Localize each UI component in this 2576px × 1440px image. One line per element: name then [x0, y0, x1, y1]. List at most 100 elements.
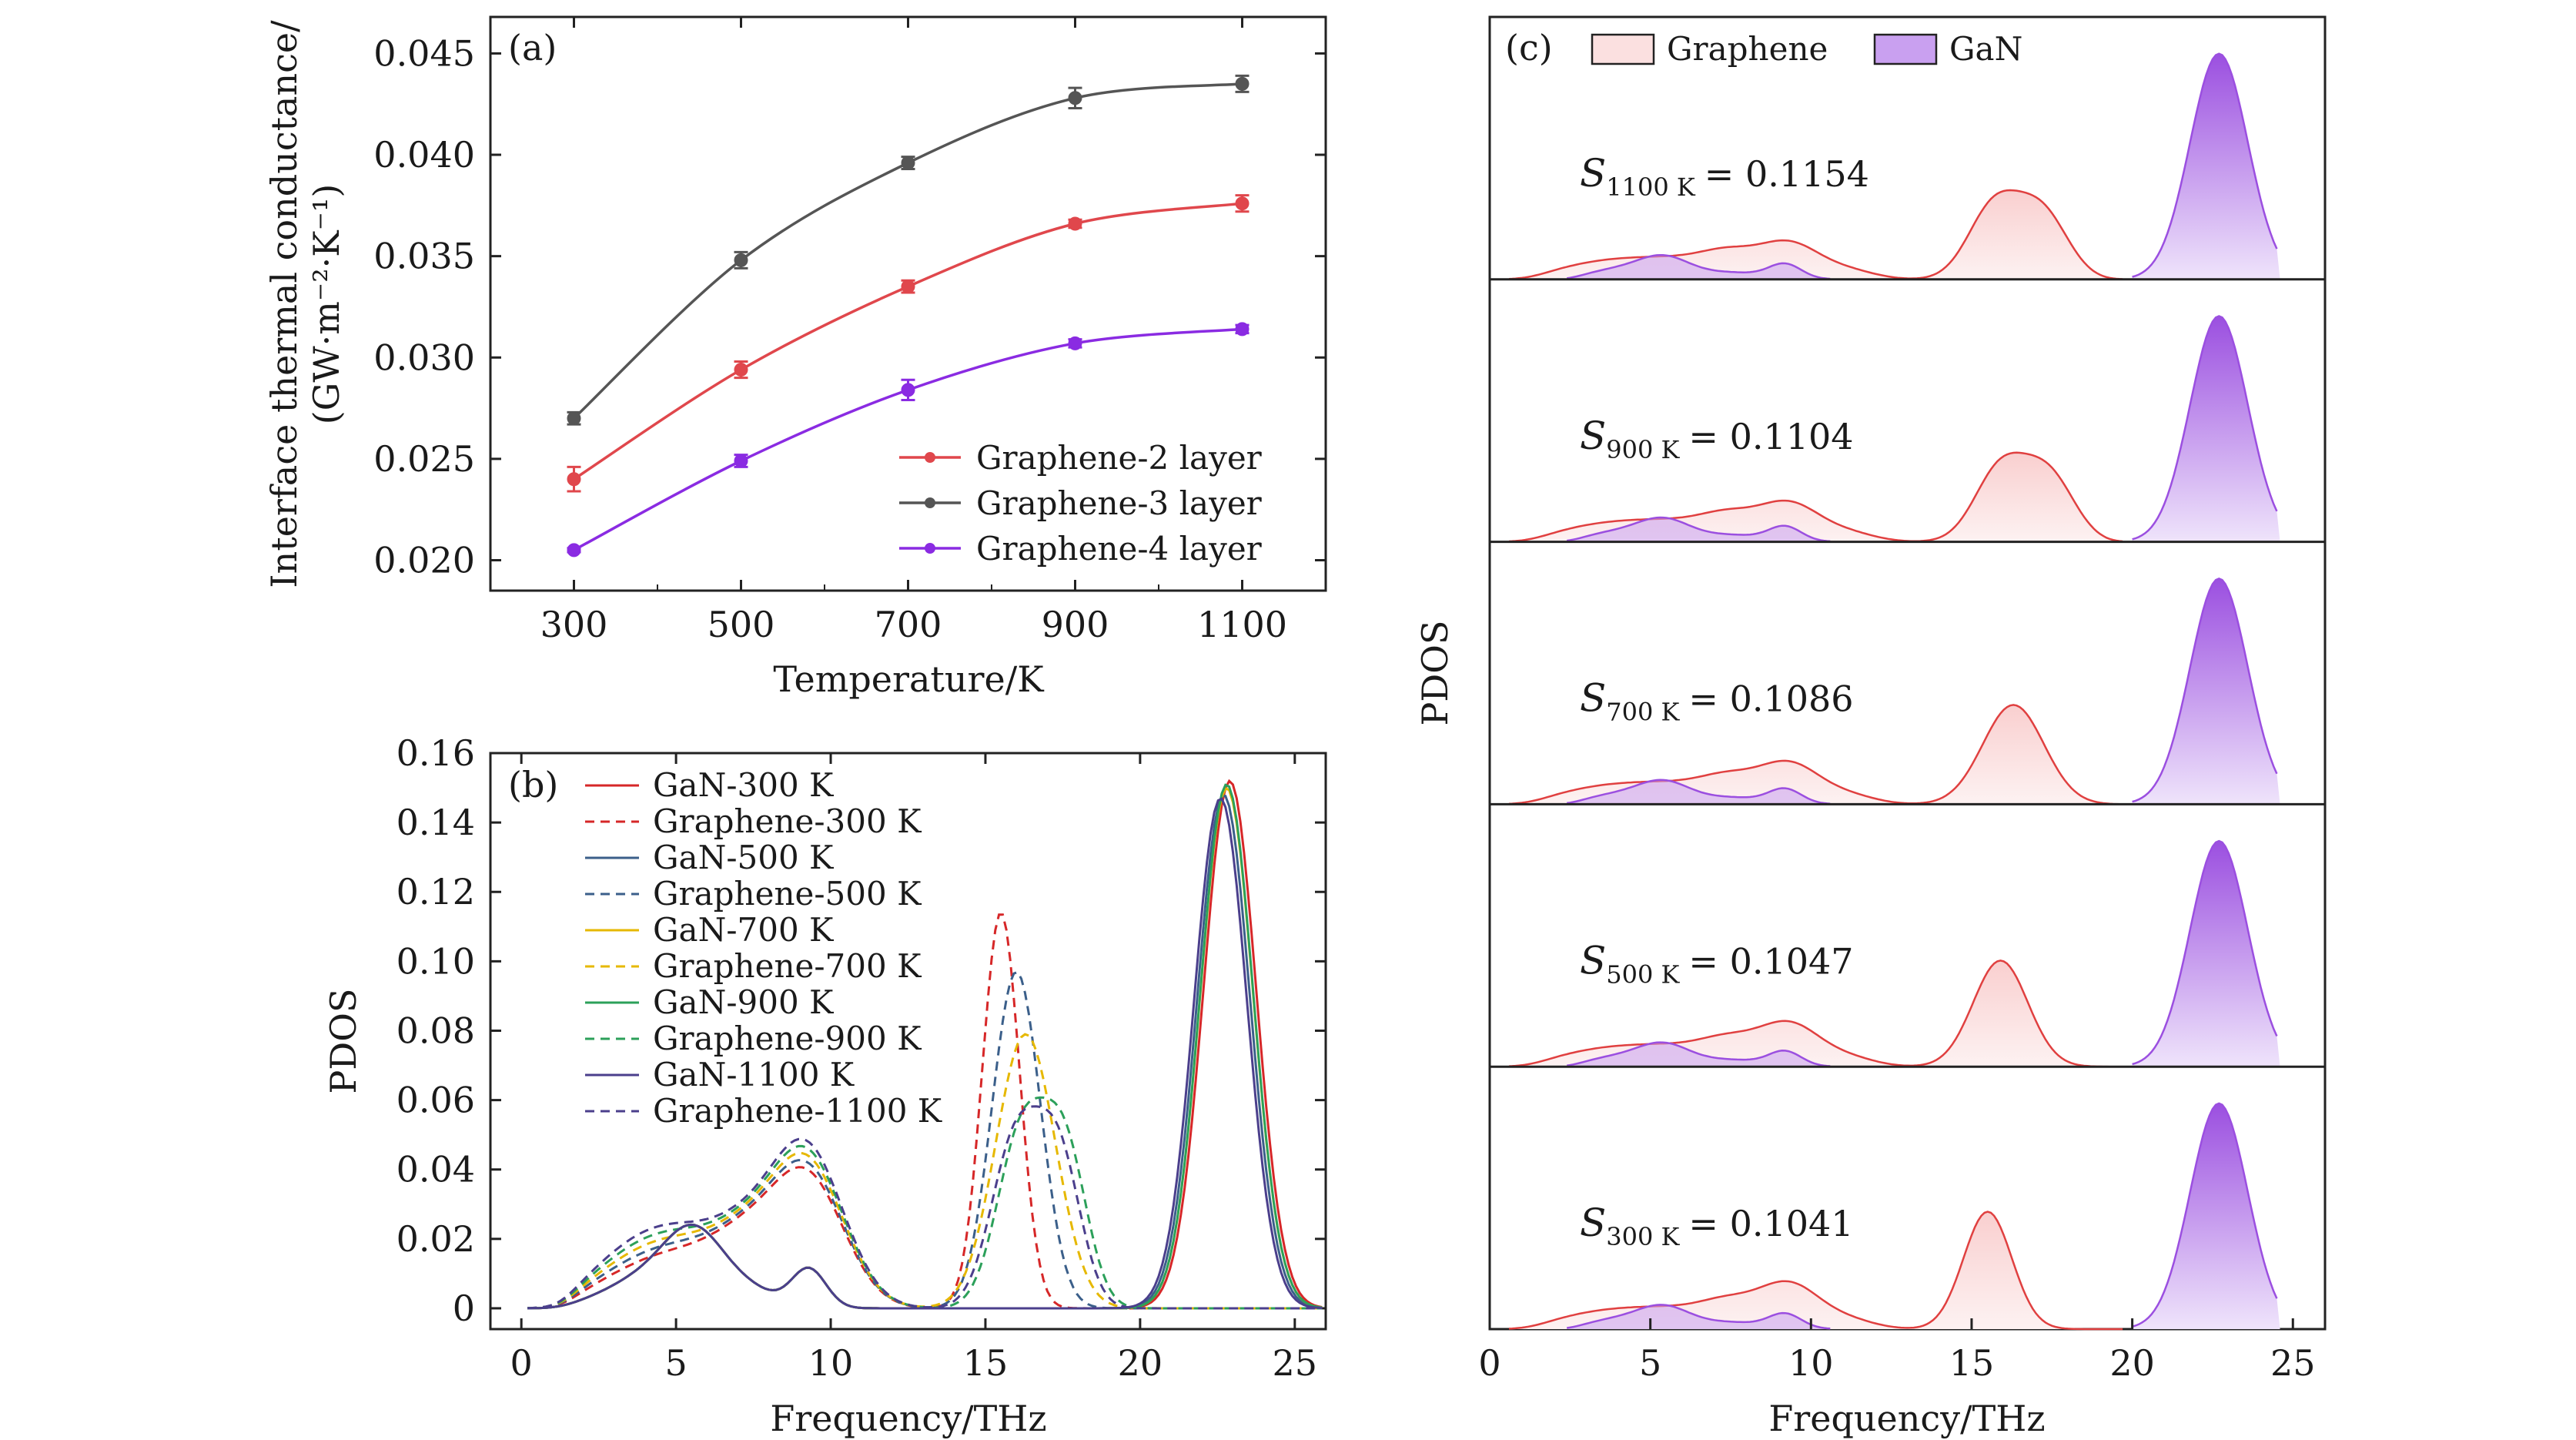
panel-b-ytick-label: 0.12	[396, 871, 475, 913]
panel-c-s-subscript: 900 K	[1606, 435, 1680, 464]
panel-a-point	[901, 156, 915, 170]
panel-b-legend-label: GaN-700 K	[653, 911, 835, 949]
panel-c-s-value: S700 K = 0.1086	[1580, 676, 1854, 727]
panel-a-point	[734, 454, 748, 468]
panel-c-xtick-label: 10	[1788, 1342, 1834, 1384]
panel-c-s-subscript: 500 K	[1606, 959, 1680, 989]
panel-b-label: (b)	[508, 764, 558, 805]
panel-c-gan-curve-high	[2132, 52, 2278, 278]
panel-a-ytick-label: 0.035	[373, 236, 475, 277]
panel-a-point	[901, 280, 915, 294]
panel-c-graphene-fill	[1509, 190, 2126, 280]
panel-a-point	[901, 383, 915, 397]
panel-a-ytick-label: 0.040	[373, 134, 475, 176]
panel-a-legend-marker	[925, 452, 935, 463]
panel-c-gan-curve-high	[2132, 315, 2278, 541]
panel-c-graphene-fill	[1509, 1211, 2126, 1329]
panel-c-s-symbol: S	[1580, 938, 1606, 983]
panel-b-xtick-label: 5	[664, 1342, 687, 1384]
panel-c-graphene-fill	[1509, 705, 2126, 805]
panel-a-point	[734, 363, 748, 377]
panel-a-series-line	[573, 202, 1243, 481]
panel-b-xtick-label: 0	[510, 1342, 533, 1384]
panel-b-ytick-label: 0.16	[396, 732, 475, 774]
panel-c-graphene-fill	[1509, 452, 2126, 542]
panel-a-legend-label: Graphene-2 layer	[976, 439, 1263, 477]
panel-c-s-symbol: S	[1580, 676, 1606, 721]
panel-b-xtick-label: 20	[1118, 1342, 1163, 1384]
panel-b-legend-label: Graphene-1100 K	[653, 1092, 943, 1130]
panel-c-gan-fill-high	[2132, 841, 2280, 1067]
panel-a-point	[567, 543, 581, 558]
panel-a-label: (a)	[508, 27, 557, 69]
panel-a-point	[1235, 196, 1250, 211]
panel-c-graphene-curve	[1508, 451, 2123, 543]
panel-a-ytick-label: 0.030	[373, 337, 475, 378]
panel-c-xtick-label: 25	[2270, 1342, 2316, 1384]
panel-b-ytick-label: 0.06	[396, 1080, 475, 1121]
panel-b-xtick-label: 25	[1273, 1342, 1318, 1384]
panel-a-legend-label: Graphene-3 layer	[976, 484, 1263, 522]
panel-b-legend-label: GaN-1100 K	[653, 1056, 855, 1093]
panel-c-graphene-curve	[1508, 1211, 2123, 1331]
panel-c-xlabel: Frequency/THz	[1768, 1398, 2045, 1439]
panel-c-gan-curve-high	[2132, 1102, 2278, 1328]
panel-c-gan-fill-high	[2132, 1103, 2280, 1329]
panel-b-xtick-label: 10	[808, 1342, 854, 1384]
panel-b-ytick-label: 0.04	[396, 1149, 475, 1191]
panel-a-ytick-label: 0.045	[373, 32, 475, 74]
panel-b-ytick-label: 0	[453, 1288, 475, 1329]
panel-c-s-number: = 0.1086	[1688, 678, 1853, 720]
panel-c-s-value: S500 K = 0.1047	[1580, 938, 1854, 989]
panel-c-s-value: S1100 K = 0.1154	[1580, 151, 1869, 202]
panel-c-legend-label-gan: GaN	[1949, 30, 2022, 68]
panel-c-graphene-fill	[1509, 960, 2126, 1067]
panel-a-point	[567, 472, 581, 487]
panel-b-ytick-label: 0.02	[396, 1218, 475, 1260]
panel-a-point	[567, 411, 581, 426]
panel-c-s-number: = 0.1047	[1688, 940, 1853, 982]
panel-b-legend-label: GaN-900 K	[653, 983, 835, 1021]
panel-b-legend-label: GaN-500 K	[653, 839, 835, 876]
panel-c-s-value: S900 K = 0.1104	[1580, 414, 1854, 464]
panel-c-xtick-label: 5	[1639, 1342, 1661, 1384]
panel-c-gan-curve-low	[1567, 779, 1831, 805]
panel-a-legend-marker	[925, 497, 935, 508]
panel-c-xtick-label: 15	[1949, 1342, 1995, 1384]
panel-c-gan-curve-high	[2132, 839, 2278, 1066]
panel-b-ticks: 0 5 10 15 20 25 0 0.02 0.04 0.06 0.08 0.10 0.12 0.14 0…	[396, 732, 1326, 1384]
panel-a-ylabel-line1: Interface thermal conductance/	[263, 20, 305, 588]
panel-a-xtick-label: 900	[1042, 604, 1109, 645]
panel-c-s-symbol: S	[1580, 1201, 1606, 1245]
panel-c-s-number: = 0.1041	[1688, 1203, 1853, 1244]
panel-b-legend-label: GaN-300 K	[653, 766, 835, 804]
panel-c-s-subscript: 300 K	[1606, 1222, 1680, 1251]
panel-b-legend-label: Graphene-700 K	[653, 947, 922, 985]
panel-b-legend-label: Graphene-300 K	[653, 802, 922, 840]
panel-c-gan-fill-high	[2132, 53, 2280, 280]
panel-a-xtick-label: 300	[540, 604, 608, 645]
panel-b-ylabel: PDOS	[323, 988, 364, 1093]
panel-c-s-symbol: S	[1580, 414, 1606, 458]
panel-c-ticks: 0 5 10 15 20 25	[1478, 1318, 2316, 1384]
panel-a-point	[1235, 76, 1250, 91]
panel-b-frame	[489, 752, 1327, 1331]
panel-b-legend-label: Graphene-500 K	[653, 875, 922, 913]
panel-c-gan-fill-high	[2132, 316, 2280, 542]
panel-a-series-line	[573, 82, 1243, 420]
panel-c-label: (c)	[1505, 27, 1553, 69]
panel-b-graphene-curve	[527, 1033, 1323, 1310]
panel-c-ylabel: PDOS	[1414, 620, 1456, 725]
panel-b-chart: (b) 0 5 10 15 20 2500.020.040.060.080.100.120…	[323, 732, 1327, 1439]
panel-a-chart: (a) 300 500 700 900 1100 0.020 0.025 0.030 0.035…	[263, 15, 1327, 700]
panel-a-point	[734, 253, 748, 267]
panel-c-legend-swatch-graphene	[1591, 33, 1655, 65]
panel-b-gan-curve	[527, 797, 1323, 1310]
panel-a-xlabel: Temperature/K	[773, 658, 1045, 700]
panel-c-s-number: = 0.1104	[1688, 416, 1853, 457]
panel-b-legend-label: Graphene-900 K	[653, 1020, 922, 1057]
panel-a-ticks: 300 500 700 900 1100 0.020 0.025 0.030 0.035 0.04…	[373, 17, 1326, 645]
